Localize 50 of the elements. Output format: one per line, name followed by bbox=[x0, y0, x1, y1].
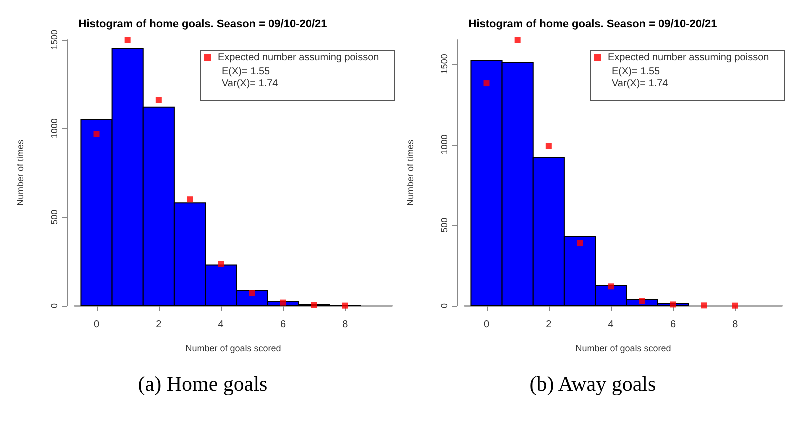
point bbox=[218, 261, 224, 268]
annotation: Var(X)= 1.74 bbox=[612, 78, 669, 90]
legend-label: Expected number assuming poisson bbox=[218, 52, 380, 64]
x-tick-label: 8 bbox=[732, 320, 739, 330]
x-tick-label: 0 bbox=[94, 320, 100, 330]
x-tick-label: 6 bbox=[280, 320, 286, 330]
point bbox=[311, 302, 318, 308]
point bbox=[280, 300, 286, 306]
point bbox=[124, 37, 131, 43]
x-tick-label: 2 bbox=[156, 320, 162, 330]
point bbox=[156, 97, 162, 104]
point bbox=[670, 302, 676, 308]
annotation: Var(X)= 1.74 bbox=[222, 78, 279, 90]
y-tick-label: 0 bbox=[440, 303, 450, 309]
x-tick-label: 4 bbox=[218, 320, 224, 330]
point bbox=[94, 130, 100, 137]
point bbox=[732, 302, 738, 309]
point bbox=[639, 298, 646, 304]
y-axis-title: Number of times bbox=[406, 139, 416, 206]
point bbox=[249, 290, 256, 296]
x-tick-label: 8 bbox=[342, 320, 349, 330]
x-tick-label: 4 bbox=[608, 320, 614, 330]
x-tick-label: 0 bbox=[484, 320, 490, 330]
y-tick-label: 0 bbox=[50, 303, 60, 309]
y-tick-label: 500 bbox=[440, 218, 450, 233]
y-tick-label: 1000 bbox=[50, 118, 60, 139]
point bbox=[576, 240, 583, 246]
x-axis-title: Number of goals scored bbox=[186, 344, 282, 354]
point bbox=[484, 80, 490, 87]
annotation: E(X)= 1.55 bbox=[222, 66, 271, 78]
annotation: E(X)= 1.55 bbox=[612, 66, 661, 78]
x-tick-label: 6 bbox=[670, 320, 676, 330]
point bbox=[546, 143, 552, 150]
point bbox=[608, 284, 614, 290]
chart-title: Histogram of home goals. Season = 09/10-20/21 bbox=[78, 18, 328, 30]
x-tick-label: 2 bbox=[546, 320, 552, 330]
y-axis-title: Number of times bbox=[16, 139, 26, 206]
x-axis-title: Number of goals scored bbox=[576, 344, 672, 354]
legend-label: Expected number assuming poisson bbox=[608, 52, 770, 64]
y-tick-label: 1000 bbox=[440, 134, 450, 155]
text: (a) Home goals bbox=[137, 372, 269, 397]
text: (b) Away goals bbox=[528, 372, 658, 397]
chart-title: Histogram of home goals. Season = 09/10-20/21 bbox=[468, 18, 718, 30]
point bbox=[342, 302, 348, 309]
y-tick-label: 1500 bbox=[440, 54, 450, 74]
y-tick-label: 1500 bbox=[50, 30, 60, 50]
y-tick-label: 500 bbox=[50, 210, 60, 225]
point bbox=[186, 196, 193, 203]
point bbox=[701, 302, 708, 309]
point bbox=[514, 37, 521, 43]
